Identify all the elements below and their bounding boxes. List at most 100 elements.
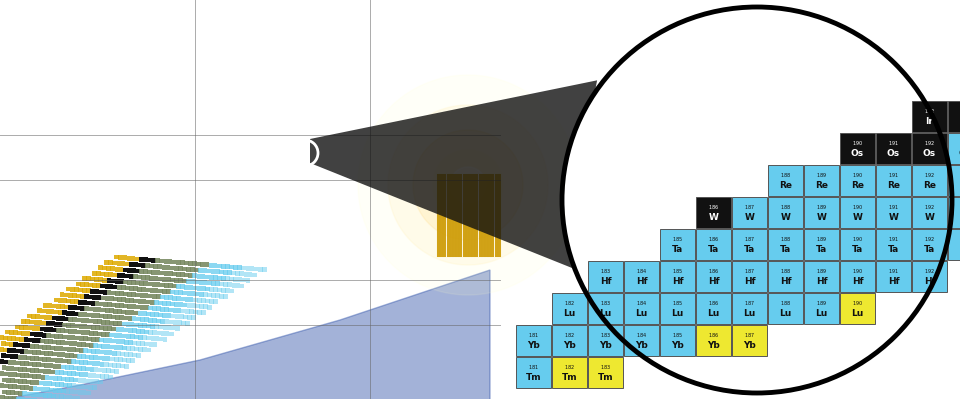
Text: Hf: Hf — [852, 277, 863, 286]
Bar — [97, 332, 102, 336]
Bar — [67, 371, 72, 376]
Bar — [156, 270, 160, 275]
Bar — [48, 315, 53, 320]
Bar — [147, 270, 152, 274]
Bar — [32, 350, 36, 355]
Bar — [199, 280, 204, 285]
Bar — [203, 292, 207, 297]
Bar — [98, 380, 103, 384]
Text: $^{189}$: $^{189}$ — [816, 237, 827, 243]
Bar — [20, 373, 25, 378]
Bar — [8, 360, 12, 365]
Bar — [41, 321, 46, 326]
Bar — [52, 316, 57, 320]
Text: Hf: Hf — [672, 277, 684, 286]
Bar — [27, 392, 32, 396]
Bar — [113, 321, 118, 326]
Bar — [66, 299, 71, 304]
Bar — [31, 368, 35, 373]
Bar — [30, 344, 35, 348]
Bar — [109, 345, 114, 349]
Text: $^{188}$: $^{188}$ — [780, 237, 791, 243]
Bar — [52, 304, 57, 308]
Bar — [46, 321, 51, 326]
Text: Lu: Lu — [708, 310, 720, 318]
Bar — [40, 351, 45, 356]
Text: $^{184}$: $^{184}$ — [636, 269, 647, 275]
Bar — [35, 380, 39, 385]
Bar — [768, 165, 803, 196]
Bar — [26, 332, 31, 336]
Bar — [156, 258, 160, 263]
Bar — [108, 350, 112, 355]
Bar — [136, 341, 141, 346]
Bar — [146, 336, 151, 340]
Text: $^{186}$: $^{186}$ — [708, 300, 719, 306]
Bar — [166, 313, 171, 318]
Text: $^{189}$: $^{189}$ — [816, 300, 827, 306]
Bar — [194, 268, 199, 272]
Bar — [20, 397, 25, 399]
Bar — [185, 321, 190, 326]
Bar — [96, 283, 101, 288]
Bar — [18, 379, 23, 383]
Bar — [126, 310, 131, 314]
Text: Ir: Ir — [925, 117, 933, 126]
Bar — [139, 281, 144, 286]
Bar — [63, 292, 68, 297]
Bar — [83, 336, 87, 341]
Bar — [74, 300, 79, 304]
Bar — [172, 272, 177, 277]
Bar — [189, 309, 194, 314]
Bar — [32, 338, 36, 343]
Bar — [71, 383, 76, 388]
Bar — [84, 348, 88, 353]
Bar — [732, 261, 767, 292]
Bar — [5, 342, 10, 346]
Bar — [99, 302, 104, 306]
Bar — [26, 344, 31, 348]
Bar — [126, 322, 131, 327]
Bar — [624, 261, 659, 292]
Bar — [195, 304, 200, 308]
Text: Yb: Yb — [708, 342, 720, 350]
Bar — [70, 287, 75, 292]
Bar — [141, 275, 146, 280]
Text: $^{192}$: $^{192}$ — [924, 237, 935, 243]
Bar — [50, 334, 55, 338]
Polygon shape — [310, 80, 597, 273]
Bar — [152, 270, 156, 275]
Bar — [66, 335, 71, 340]
Bar — [146, 288, 151, 292]
Bar — [28, 362, 33, 366]
Bar — [9, 396, 12, 399]
Bar — [4, 371, 9, 376]
Bar — [123, 255, 128, 260]
Bar — [156, 306, 161, 311]
Text: $^{182}$: $^{182}$ — [564, 332, 575, 338]
Bar — [119, 315, 124, 320]
Bar — [104, 338, 108, 343]
Bar — [85, 391, 90, 395]
Bar — [112, 261, 117, 265]
Bar — [45, 375, 49, 380]
Bar — [222, 288, 226, 292]
Bar — [16, 397, 21, 399]
Bar — [86, 300, 91, 305]
Bar — [768, 261, 803, 292]
Bar — [158, 325, 163, 330]
Polygon shape — [433, 150, 503, 220]
Bar — [217, 263, 222, 268]
Bar — [115, 303, 120, 308]
Bar — [89, 355, 94, 359]
Bar — [13, 342, 18, 347]
Bar — [52, 340, 57, 344]
Bar — [128, 328, 132, 333]
Bar — [207, 305, 212, 310]
Bar — [28, 350, 33, 354]
Bar — [14, 379, 19, 383]
Bar — [59, 346, 63, 351]
Bar — [193, 298, 198, 302]
Text: $^{191}$: $^{191}$ — [888, 269, 899, 275]
Bar — [128, 316, 132, 321]
